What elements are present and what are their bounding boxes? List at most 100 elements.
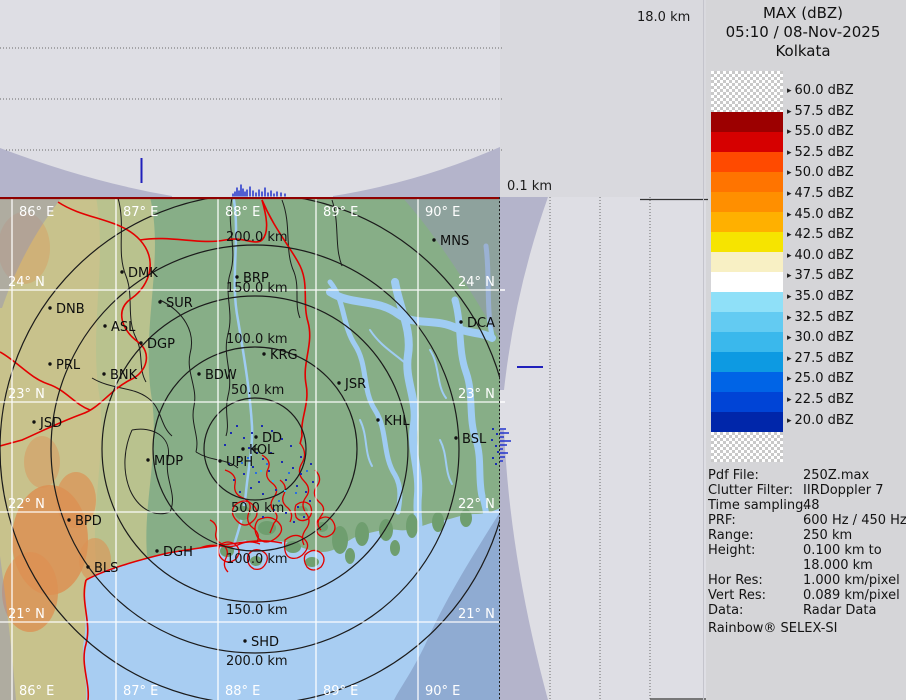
metadata-row-2: Time sampling: 48 (708, 498, 904, 513)
radar-site-cross (251, 445, 259, 453)
radar-header: MAX (dBZ) 05:10 / 08-Nov-2025 Kolkata (703, 4, 903, 61)
ring-label-top-3: 200.0 km (226, 230, 288, 245)
city-dot-BPD (67, 518, 71, 522)
echo-dot (492, 457, 494, 459)
echo-dot (238, 456, 240, 458)
lon-label-top-2: 88° E (225, 205, 260, 220)
city-label-BSL: BSL (462, 432, 487, 447)
tick-label: 20.0 dBZ (794, 412, 854, 428)
echo-dot (495, 463, 497, 465)
echo-dot (292, 467, 294, 469)
echo-dot (236, 425, 238, 427)
echo-dot (300, 456, 302, 458)
color-scale-step-13 (711, 372, 783, 393)
city-dot-BDW (197, 372, 201, 376)
tick-label: 32.5 dBZ (794, 309, 854, 325)
city-label-BRP: BRP (243, 271, 269, 286)
lat-label-right-0: 24° N (458, 275, 495, 290)
city-dot-PRL (48, 362, 52, 366)
color-scale-step-11 (711, 332, 783, 353)
city-markers: DMK BRP SUR DNB ASL DGP KRG PRL BNK BDW JSD DDKOLUP… (32, 234, 495, 650)
city-label-DD: DD (262, 431, 282, 446)
city-label-DNB: DNB (56, 302, 85, 317)
range-rings (0, 197, 500, 700)
echo-dot (275, 489, 277, 491)
echo-dot (310, 463, 312, 465)
color-scale-tick-0: ▸ 60.0 dBZ (787, 83, 854, 99)
city-dot-SHD (243, 639, 247, 643)
metadata-value: 1.000 km/pixel (803, 573, 900, 588)
sea (82, 508, 500, 700)
graticule-labels: 86° E 86° E 87° E 87° E 88° E 88° E 89° E 89° E… (8, 205, 495, 699)
map-canvas: 86° E 86° E 87° E 87° E 88° E 88° E 89° E 89° E… (0, 197, 500, 700)
station-name: Kolkata (775, 42, 831, 60)
lat-ticks (500, 289, 505, 403)
metadata-label: PRF: (708, 513, 736, 528)
city-dot-ASL (103, 324, 107, 328)
product-title: MAX (dBZ) (762, 4, 844, 22)
echo-dot (281, 461, 283, 463)
metadata-value: Radar Data (803, 603, 877, 618)
city-label-MDP: MDP (154, 454, 183, 469)
echo-dot (293, 521, 295, 523)
metadata-value: 250 km (803, 528, 853, 543)
echo-dot (312, 481, 314, 483)
city-label-PRL: PRL (56, 358, 81, 373)
metadata-value: 0.089 km/pixel (803, 588, 900, 603)
metadata-block: Pdf File: 250Z.max Clutter Filter: IIRDoppl… (708, 468, 906, 636)
color-scale-tick-8: ▸ 40.0 dBZ (787, 248, 854, 264)
color-scale-step-6 (711, 232, 783, 253)
tick-label: 60.0 dBZ (794, 83, 854, 98)
tick-arrow-icon: ▸ (787, 292, 792, 302)
color-scale-tick-16: ▸ 20.0 dBZ (787, 413, 854, 429)
echo-dot (252, 466, 254, 468)
tick-arrow-icon: ▸ (787, 374, 792, 385)
tick-arrow-icon: ▸ (787, 86, 792, 96)
city-dot-MNS (432, 238, 436, 242)
lon-label-bottom-3: 89° E (323, 684, 358, 699)
color-scale-step-10 (711, 312, 783, 333)
echo-dot (261, 425, 263, 427)
metadata-value: 18.000 km (803, 558, 873, 573)
city-dot-DGP (139, 341, 143, 345)
color-scale-step-4 (711, 192, 783, 213)
lat-label-right-2: 22° N (458, 497, 495, 512)
metadata-label: Pdf File: (708, 468, 759, 483)
city-dot-DMK (120, 270, 124, 274)
city-label-ASL: ASL (111, 320, 136, 335)
height-axis-max-label: 18.0 km (637, 10, 690, 25)
echo-dot (262, 493, 264, 495)
tick-arrow-icon: ▸ (787, 209, 792, 220)
tick-label: 25.0 dBZ (794, 371, 854, 387)
right-height-panel (500, 197, 706, 700)
lon-label-top-3: 89° E (323, 205, 358, 220)
echo-dot (239, 491, 241, 493)
metadata-value: 48 (803, 498, 820, 513)
color-scale-step-3 (711, 172, 783, 193)
echo-dot (243, 437, 245, 439)
city-label-KRG: KRG (270, 348, 298, 363)
metadata-label: Clutter Filter: (708, 483, 793, 498)
echo-dot (295, 492, 297, 494)
top-height-panel (0, 0, 500, 197)
color-scale-tick-5: ▸ 47.5 dBZ (787, 186, 854, 202)
legend-panel: MAX (dBZ) 05:10 / 08-Nov-2025 Kolkata ▸ 6… (703, 0, 906, 700)
color-scale-step-2 (711, 152, 783, 173)
city-dot-DGH (155, 549, 159, 553)
color-scale-overflow-low (711, 432, 783, 462)
metadata-label: Vert Res: (708, 588, 767, 603)
city-dot-BRP (235, 275, 239, 279)
city-dot-KHL (376, 418, 380, 422)
echo-dot (284, 490, 286, 492)
echo-dot (273, 509, 275, 511)
echo-dot (266, 463, 268, 465)
software-credit: Rainbow® SELEX-SI (708, 621, 838, 636)
echo-dot (243, 473, 245, 475)
metadata-row-8: Vert Res: 0.089 km/pixel (708, 588, 904, 603)
echo-dot (281, 438, 283, 440)
metadata-label: Range: (708, 528, 754, 543)
color-scale-step-0 (711, 112, 783, 133)
ring-label-top-0: 50.0 km (231, 383, 284, 398)
echo-dot (258, 481, 260, 483)
